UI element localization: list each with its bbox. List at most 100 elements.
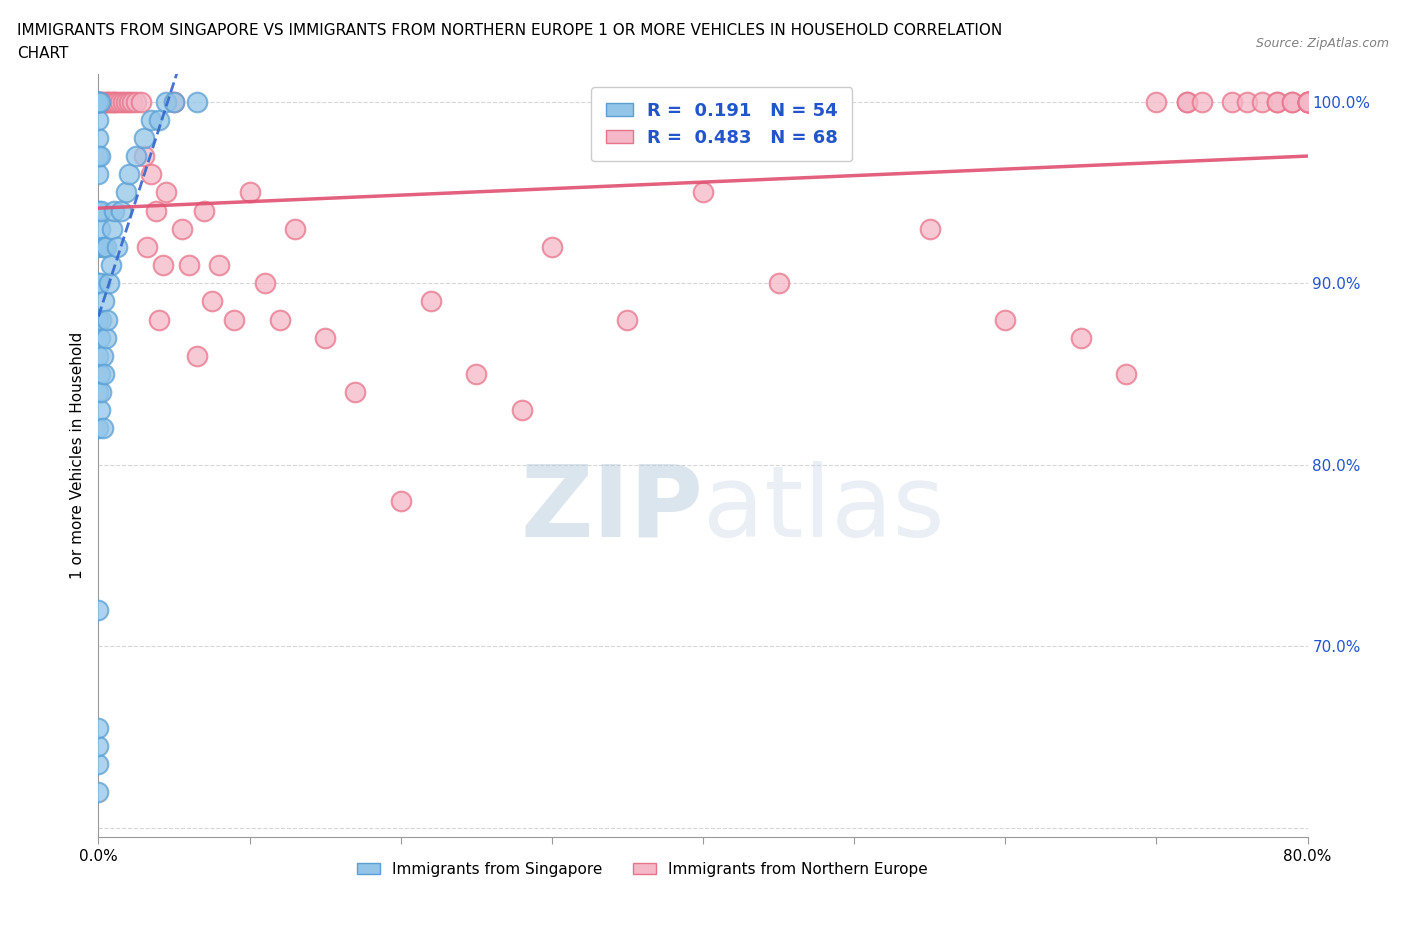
Point [253, 276, 276, 291]
Point [108, 94, 131, 109]
Point [94, 94, 117, 109]
Point [125, 94, 148, 109]
Y-axis label: 1 or more Vehicles in Household: 1 or more Vehicles in Household [69, 332, 84, 579]
Point [152, 258, 174, 272]
Point [1175, 94, 1198, 109]
Point [90, 203, 112, 218]
Point [125, 149, 148, 164]
Point [87, 94, 110, 109]
Point [118, 94, 141, 109]
Point [389, 494, 412, 509]
Point [98, 94, 121, 109]
Point [1296, 94, 1319, 109]
Point [163, 94, 186, 109]
Point [155, 185, 177, 200]
Point [89, 330, 111, 345]
Point [87, 421, 110, 436]
Point [135, 239, 157, 254]
Point [110, 203, 132, 218]
Point [87, 603, 110, 618]
Point [100, 258, 122, 272]
Point [314, 330, 336, 345]
Point [87, 757, 110, 772]
Point [1296, 94, 1319, 109]
Point [186, 94, 208, 109]
Point [87, 130, 110, 145]
Point [269, 312, 291, 327]
Point [87, 113, 110, 127]
Point [89, 366, 111, 381]
Point [420, 294, 443, 309]
Point [87, 385, 110, 400]
Text: Source: ZipAtlas.com: Source: ZipAtlas.com [1256, 37, 1389, 50]
Point [148, 113, 170, 127]
Point [510, 403, 533, 418]
Point [87, 203, 110, 218]
Point [90, 94, 112, 109]
Point [87, 239, 110, 254]
Point [87, 94, 110, 109]
Point [768, 276, 790, 291]
Point [87, 349, 110, 364]
Point [90, 385, 112, 400]
Point [1070, 330, 1092, 345]
Point [93, 294, 115, 309]
Point [96, 312, 118, 327]
Point [90, 312, 112, 327]
Legend: Immigrants from Singapore, Immigrants from Northern Europe: Immigrants from Singapore, Immigrants fr… [352, 856, 934, 883]
Point [91, 421, 114, 436]
Point [89, 149, 111, 164]
Point [540, 239, 562, 254]
Point [1251, 94, 1274, 109]
Text: atlas: atlas [703, 460, 945, 558]
Point [239, 185, 262, 200]
Point [87, 312, 110, 327]
Point [121, 94, 143, 109]
Point [994, 312, 1017, 327]
Point [129, 94, 152, 109]
Point [89, 94, 111, 109]
Text: ZIP: ZIP [520, 460, 703, 558]
Text: CHART: CHART [17, 46, 69, 61]
Point [141, 166, 163, 181]
Point [100, 94, 122, 109]
Point [918, 221, 941, 236]
Point [98, 276, 121, 291]
Point [148, 312, 170, 327]
Point [118, 166, 141, 181]
Point [103, 203, 125, 218]
Point [114, 94, 136, 109]
Point [91, 239, 114, 254]
Point [1281, 94, 1303, 109]
Point [1267, 94, 1289, 109]
Point [1296, 94, 1319, 109]
Point [87, 94, 110, 109]
Point [91, 94, 114, 109]
Point [114, 185, 136, 200]
Point [1281, 94, 1303, 109]
Point [94, 330, 117, 345]
Point [1175, 94, 1198, 109]
Point [1115, 366, 1137, 381]
Point [141, 113, 163, 127]
Point [179, 258, 201, 272]
Point [1236, 94, 1258, 109]
Point [111, 94, 134, 109]
Point [87, 94, 110, 109]
Point [145, 203, 167, 218]
Point [193, 203, 215, 218]
Point [1267, 94, 1289, 109]
Point [87, 738, 110, 753]
Text: IMMIGRANTS FROM SINGAPORE VS IMMIGRANTS FROM NORTHERN EUROPE 1 OR MORE VEHICLES : IMMIGRANTS FROM SINGAPORE VS IMMIGRANTS … [17, 23, 1002, 38]
Point [103, 94, 125, 109]
Point [89, 403, 111, 418]
Point [170, 221, 193, 236]
Point [224, 312, 246, 327]
Point [208, 258, 231, 272]
Point [132, 149, 155, 164]
Point [91, 349, 114, 364]
Point [103, 94, 125, 109]
Point [692, 185, 714, 200]
Point [89, 221, 111, 236]
Point [105, 94, 128, 109]
